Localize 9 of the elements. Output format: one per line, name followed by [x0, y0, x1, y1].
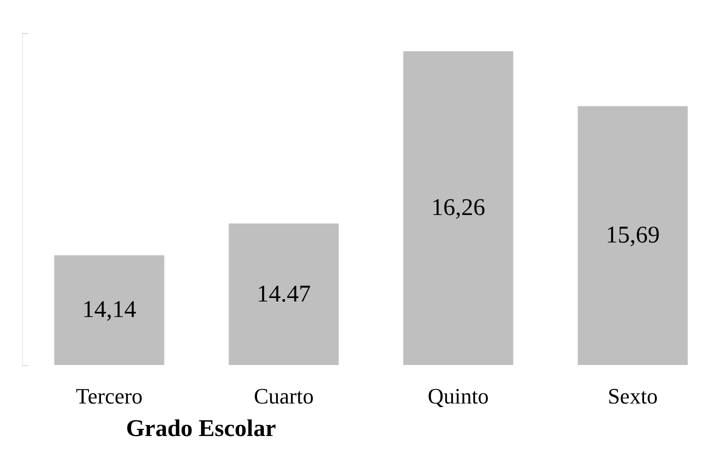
- x-axis-title: Grado Escolar: [126, 416, 276, 442]
- x-tick-label: Sexto: [608, 384, 658, 408]
- data-label: 16,26: [431, 195, 486, 222]
- data-label: 15,69: [606, 222, 660, 249]
- x-tick-label: Tercero: [76, 384, 143, 408]
- x-tick-label: Cuarto: [254, 384, 314, 408]
- data-label: 14,14: [82, 297, 136, 324]
- x-tick-label: Quinto: [428, 384, 489, 408]
- data-label: 14.47: [256, 281, 311, 308]
